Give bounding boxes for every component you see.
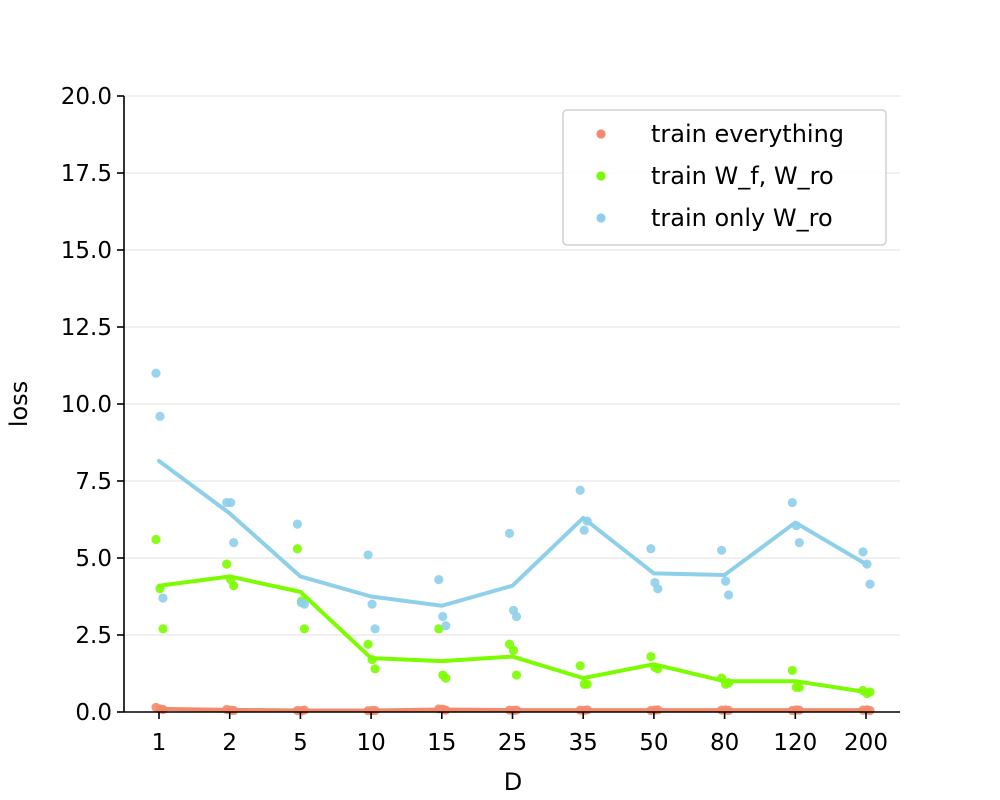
x-tick-label: 80 [710, 730, 739, 756]
data-point [646, 544, 656, 554]
x-tick-label: 10 [356, 730, 385, 756]
data-point [504, 528, 515, 538]
data-point [226, 497, 236, 508]
legend-marker [596, 129, 606, 139]
y-tick-label: 17.5 [61, 161, 112, 187]
data-point [367, 599, 377, 609]
y-tick-label: 0.0 [75, 700, 112, 726]
data-point [292, 519, 302, 529]
y-tick-label: 10.0 [61, 392, 112, 418]
data-point [511, 670, 522, 680]
legend-label: train only W_ro [651, 204, 833, 232]
x-tick-label: 1 [152, 730, 167, 756]
x-ticks: 1 2 5 10 15 25 35 50 80 120 200 [152, 712, 888, 756]
x-tick-label: 2 [222, 730, 237, 756]
data-point [646, 651, 656, 662]
data-point [434, 624, 444, 634]
x-tick-label: 50 [639, 730, 668, 756]
data-point [579, 525, 589, 535]
data-point [222, 559, 232, 569]
series-mean-line [157, 458, 868, 608]
data-point [865, 579, 875, 589]
data-point [370, 664, 380, 674]
x-axis-title: D [504, 768, 522, 796]
series-mean-line [157, 706, 868, 713]
data-point [441, 673, 451, 683]
data-point [299, 624, 309, 634]
y-axis-title: loss [5, 381, 33, 427]
x-tick-label: 5 [293, 730, 308, 756]
data-point [363, 550, 373, 560]
data-point [508, 645, 519, 656]
data-point [299, 599, 309, 609]
data-point [229, 581, 239, 591]
data-point [229, 538, 239, 548]
data-point [363, 639, 373, 649]
x-tick-label: 15 [427, 730, 456, 756]
x-tick-label: 200 [844, 730, 888, 756]
data-point [653, 584, 663, 594]
data-point [858, 547, 868, 557]
data-point [865, 687, 875, 697]
data-point [511, 611, 522, 622]
grid-lines [124, 95, 900, 636]
data-point [151, 368, 161, 378]
series-3 [151, 368, 875, 634]
legend-label: train W_f, W_ro [651, 162, 834, 190]
legend-frame [562, 109, 887, 246]
data-point [717, 545, 727, 555]
y-tick-label: 15.0 [61, 238, 112, 264]
data-point [582, 679, 592, 689]
data-point [158, 624, 168, 634]
data-point [721, 576, 731, 586]
y-tick-label: 20.0 [61, 84, 112, 110]
data-point [575, 661, 585, 671]
data-point [151, 534, 161, 545]
series-2 [151, 534, 875, 699]
y-ticks: 0.0 2.5 5.0 7.5 10.0 12.5 15.0 17.5 20.0 [61, 84, 124, 726]
data-point [441, 621, 451, 631]
x-tick-label: 120 [773, 730, 817, 756]
x-tick-label: 25 [498, 730, 527, 756]
data-point [438, 611, 448, 622]
data-point [794, 682, 804, 692]
legend-label: train everything [651, 120, 844, 148]
y-tick-label: 5.0 [75, 546, 112, 572]
data-point [794, 538, 804, 548]
x-tick-label: 35 [569, 730, 598, 756]
legend-marker [596, 171, 606, 181]
data-point [434, 574, 444, 585]
y-tick-label: 12.5 [61, 315, 112, 341]
data-point [370, 624, 380, 634]
y-tick-label: 7.5 [75, 469, 112, 495]
legend-marker [596, 213, 606, 223]
data-point [158, 593, 168, 603]
data-point [724, 590, 734, 600]
series-layer [151, 368, 875, 716]
data-point [575, 485, 585, 495]
data-point [787, 665, 797, 676]
y-tick-label: 2.5 [75, 623, 112, 649]
data-point [155, 411, 165, 421]
data-point [787, 497, 797, 508]
data-point [292, 544, 302, 554]
series-mean-line [157, 574, 868, 694]
